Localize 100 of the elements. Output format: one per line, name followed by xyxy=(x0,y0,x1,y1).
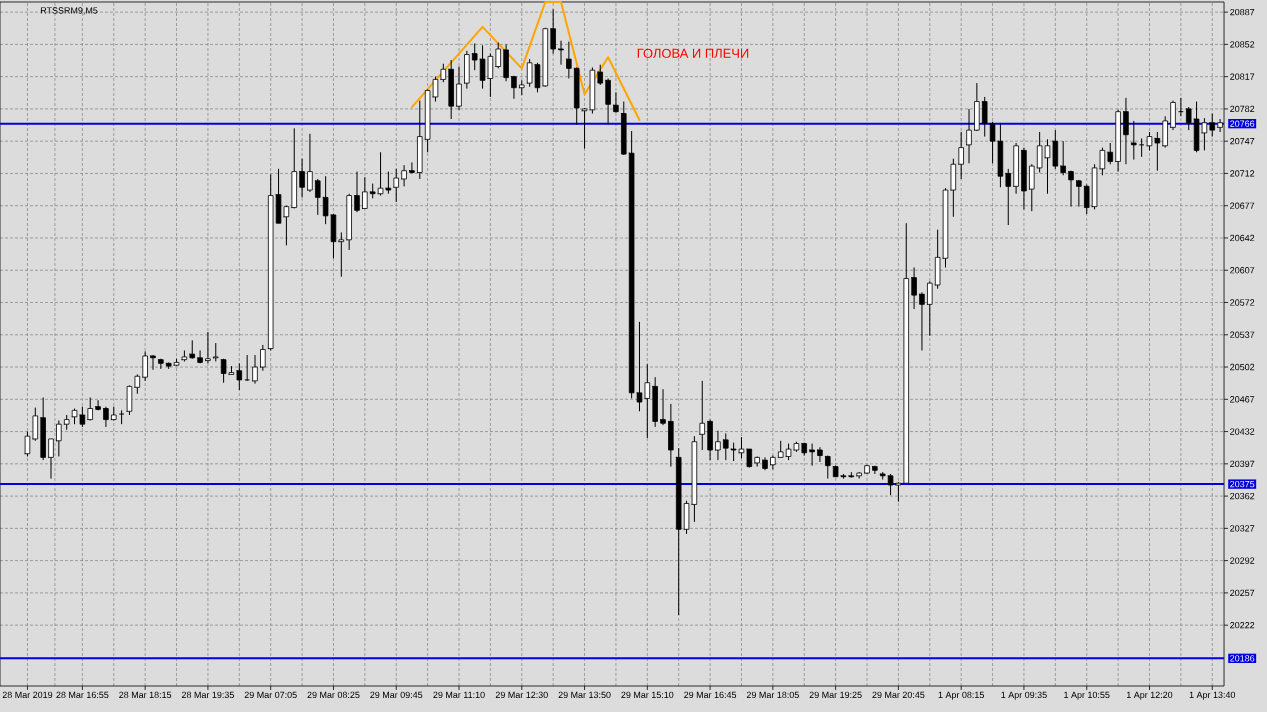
candlestick xyxy=(927,280,933,337)
candlestick xyxy=(1123,97,1129,165)
candlestick xyxy=(197,349,203,364)
x-tick-label: 28 Mar 16:55 xyxy=(56,691,109,699)
candlestick xyxy=(715,430,721,461)
y-tick-label: 20642 xyxy=(1230,234,1255,242)
candlestick xyxy=(150,354,156,371)
candlestick xyxy=(471,42,478,71)
candlestick xyxy=(981,96,988,138)
candlestick xyxy=(1107,142,1114,165)
candlestick xyxy=(142,350,148,382)
x-tick-label: 1 Apr 09:35 xyxy=(1001,691,1047,700)
candlestick xyxy=(605,78,611,126)
candlestick xyxy=(911,266,917,310)
y-tick-label: 20467 xyxy=(1230,396,1255,403)
candlestick xyxy=(244,354,251,382)
x-tick-label: 29 Mar 16:45 xyxy=(684,691,737,699)
candlestick xyxy=(1209,113,1216,138)
y-tick-label: 20362 xyxy=(1230,492,1255,500)
x-tick-label: 1 Apr 08:15 xyxy=(938,691,984,700)
candlestick xyxy=(1029,163,1035,212)
candlestick xyxy=(315,178,321,216)
text: RTSSRM9,M5 xyxy=(40,7,98,15)
y-tick-label: 20327 xyxy=(1230,525,1255,532)
x-tick-label: 1 Apr 12:20 xyxy=(1127,691,1173,700)
candlestick xyxy=(699,380,705,451)
candlestick xyxy=(189,339,195,360)
candlestick xyxy=(1185,106,1192,131)
candlestick xyxy=(660,388,666,426)
candlestick xyxy=(24,431,31,457)
candlestick xyxy=(958,131,964,180)
candlestick xyxy=(87,396,93,421)
x-tick-label: 28 Mar 2019 xyxy=(2,691,53,699)
annotation: ГОЛОВА И ПЛЕЧИ xyxy=(637,48,749,58)
y-tick-label: 20677 xyxy=(1230,202,1255,209)
candlestick xyxy=(723,432,729,461)
candlestick xyxy=(95,399,101,411)
candlestick xyxy=(354,171,360,213)
candlestick xyxy=(817,446,823,463)
y-tick-label: 20747 xyxy=(1230,138,1255,145)
candlestick xyxy=(1076,179,1082,208)
candlestick xyxy=(644,363,651,439)
candlestick xyxy=(440,63,447,83)
candlestick xyxy=(401,164,407,187)
candlestick xyxy=(919,291,925,351)
candlestick xyxy=(205,331,211,364)
candlestick xyxy=(213,342,219,363)
y-tick-label: 20292 xyxy=(1230,557,1255,564)
candlestick xyxy=(252,354,258,385)
candlestick xyxy=(409,161,415,174)
x-tick-label: 28 Mar 19:35 xyxy=(181,691,234,699)
candlestick xyxy=(103,406,109,428)
x-tick-label: 29 Mar 18:05 xyxy=(746,691,799,699)
candlestick xyxy=(32,407,39,442)
candlestick xyxy=(1131,120,1137,161)
x-tick-label: 1 Apr 13:40 xyxy=(1189,691,1236,700)
x-tick-label: 29 Mar 20:45 xyxy=(872,691,925,699)
y-tick-label: 20502 xyxy=(1230,363,1255,371)
y-tick-label: 20607 xyxy=(1230,267,1255,274)
y-tick-label: 20432 xyxy=(1230,428,1255,435)
candlestick xyxy=(746,448,753,469)
y-tick-label: 20257 xyxy=(1230,589,1255,597)
ref-line-label: 20766 xyxy=(1230,120,1255,127)
y-tick-label: 20817 xyxy=(1230,73,1255,80)
y-tick-label: 20782 xyxy=(1230,105,1255,113)
candlestick xyxy=(566,41,572,79)
candlestick xyxy=(809,443,815,467)
y-tick-label: 20222 xyxy=(1230,621,1255,629)
x-tick-label: 29 Mar 19:25 xyxy=(809,691,862,699)
x-tick-label: 29 Mar 08:25 xyxy=(307,691,360,699)
candlestick xyxy=(307,133,313,193)
candlestick xyxy=(1154,131,1161,172)
candlestick xyxy=(393,168,399,203)
candlestick xyxy=(597,64,603,86)
ref-line-label: 20375 xyxy=(1230,480,1255,488)
candlestick xyxy=(134,373,141,395)
candlestick xyxy=(299,158,305,198)
x-tick-label: 29 Mar 09:45 xyxy=(370,691,423,699)
candlestick xyxy=(1005,168,1012,226)
x-tick-label: 29 Mar 13:50 xyxy=(558,691,611,699)
candlestick xyxy=(456,66,462,111)
y-tick-label: 20397 xyxy=(1230,460,1255,468)
candlestick xyxy=(613,91,619,114)
x-tick-label: 29 Mar 11:10 xyxy=(433,691,485,699)
x-tick-label: 28 Mar 18:15 xyxy=(119,691,172,699)
y-tick-label: 20852 xyxy=(1230,41,1255,48)
candlestick xyxy=(158,358,164,370)
y-tick-label: 20537 xyxy=(1230,331,1255,338)
candlestick xyxy=(1138,137,1145,158)
y-tick-label: 20712 xyxy=(1230,170,1255,177)
x-tick-label: 29 Mar 07:05 xyxy=(244,691,297,699)
candlestick xyxy=(338,231,345,278)
x-tick-label: 1 Apr 10:55 xyxy=(1064,691,1110,700)
candlestick xyxy=(558,40,564,66)
candlestick xyxy=(260,344,266,372)
candlestick xyxy=(550,8,556,55)
ref-line-label: 20186 xyxy=(1230,655,1255,662)
y-tick-label: 20572 xyxy=(1230,299,1255,306)
candlestick xyxy=(1060,140,1066,176)
x-tick-label: 29 Mar 15:10 xyxy=(621,691,674,699)
